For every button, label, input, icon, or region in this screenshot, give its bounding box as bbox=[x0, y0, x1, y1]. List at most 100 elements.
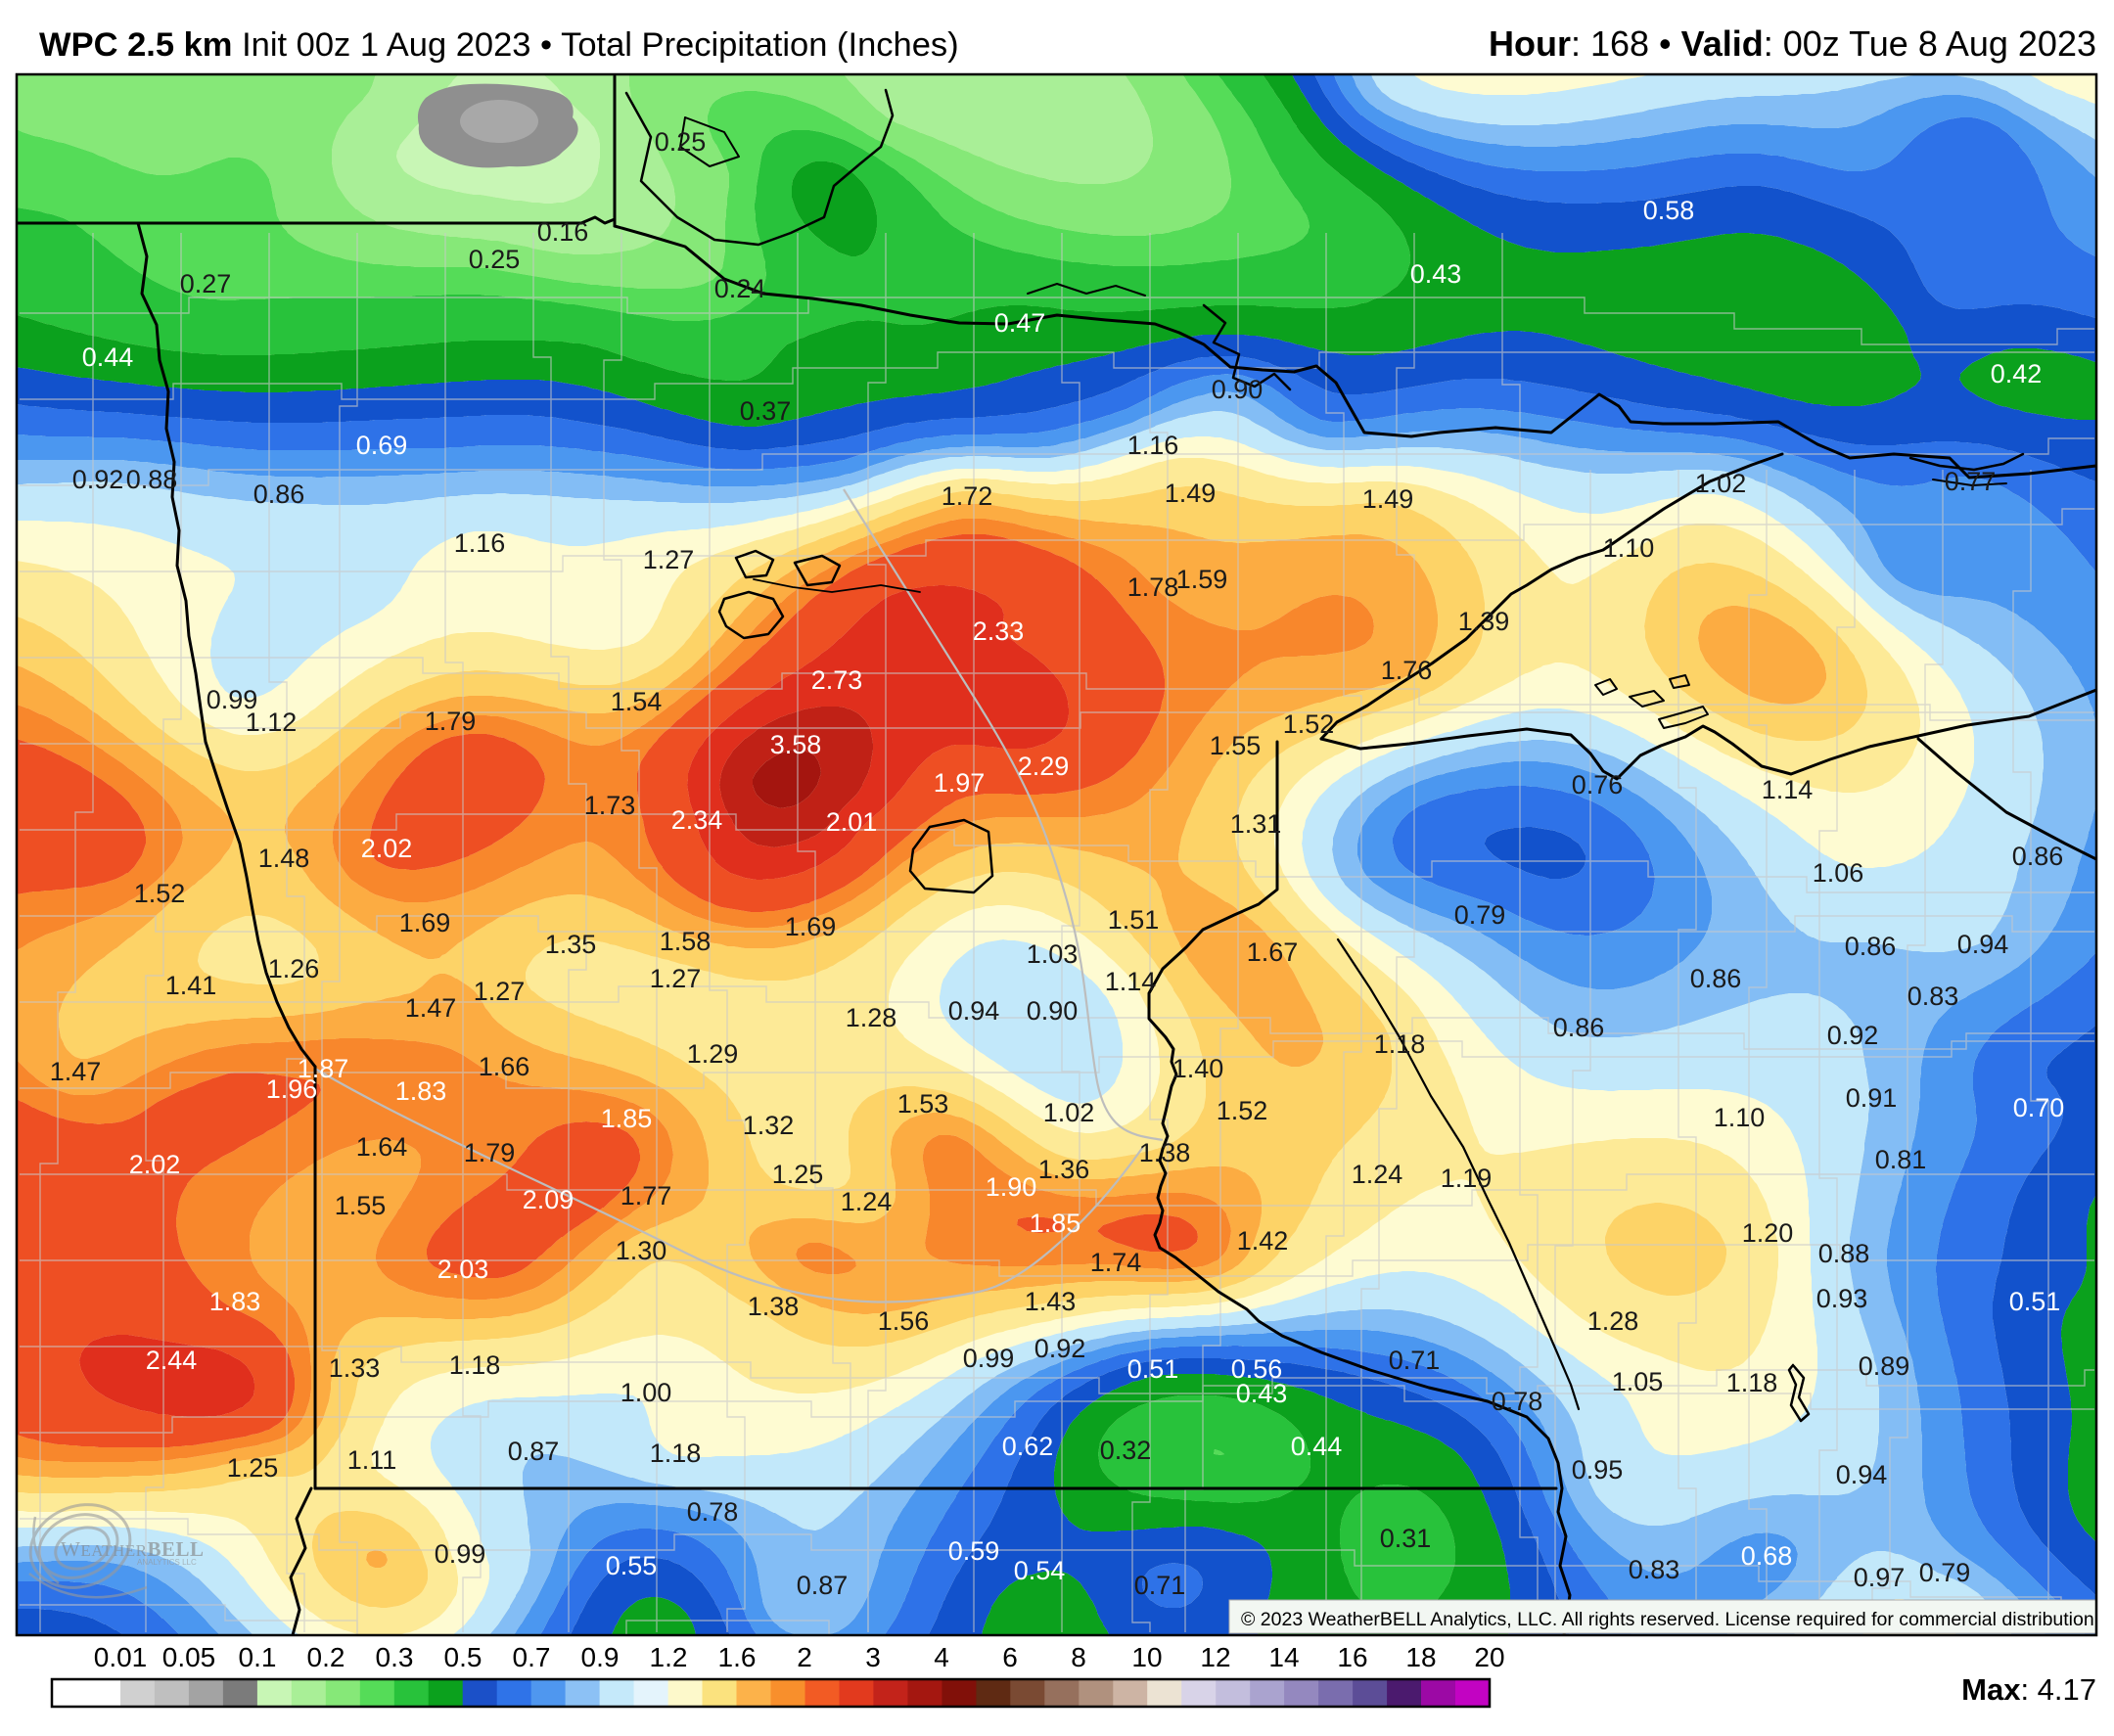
svg-text:0.79: 0.79 bbox=[1454, 900, 1506, 930]
svg-text:1.49: 1.49 bbox=[1362, 484, 1414, 514]
svg-text:1.24: 1.24 bbox=[1352, 1160, 1403, 1189]
svg-text:1.25: 1.25 bbox=[227, 1453, 279, 1483]
svg-text:1.54: 1.54 bbox=[611, 687, 663, 716]
svg-text:6: 6 bbox=[1002, 1642, 1018, 1672]
svg-text:0.94: 0.94 bbox=[1957, 930, 2009, 959]
svg-text:0.42: 0.42 bbox=[1991, 359, 2043, 388]
svg-text:0.88: 0.88 bbox=[126, 465, 178, 494]
svg-text:2: 2 bbox=[797, 1642, 812, 1672]
svg-text:1.51: 1.51 bbox=[1108, 905, 1160, 935]
svg-text:1.05: 1.05 bbox=[1612, 1367, 1664, 1396]
svg-text:0.92: 0.92 bbox=[72, 465, 124, 494]
svg-text:0.89: 0.89 bbox=[1859, 1351, 1910, 1381]
svg-text:0.44: 0.44 bbox=[1291, 1432, 1343, 1461]
svg-text:0.37: 0.37 bbox=[740, 396, 792, 426]
svg-text:10: 10 bbox=[1131, 1642, 1162, 1672]
svg-text:0.95: 0.95 bbox=[1572, 1455, 1624, 1485]
svg-text:0.87: 0.87 bbox=[797, 1571, 849, 1600]
svg-text:4: 4 bbox=[934, 1642, 949, 1672]
svg-text:8: 8 bbox=[1071, 1642, 1086, 1672]
svg-text:1.10: 1.10 bbox=[1714, 1103, 1766, 1132]
svg-text:0.86: 0.86 bbox=[253, 480, 305, 509]
svg-text:1.52: 1.52 bbox=[134, 879, 186, 908]
svg-text:1.00: 1.00 bbox=[620, 1378, 672, 1407]
svg-text:1.14: 1.14 bbox=[1105, 967, 1157, 996]
svg-text:1.35: 1.35 bbox=[545, 930, 597, 959]
svg-text:1.20: 1.20 bbox=[1742, 1218, 1794, 1248]
svg-text:1.72: 1.72 bbox=[942, 481, 993, 511]
svg-text:1.48: 1.48 bbox=[258, 844, 310, 873]
svg-text:0.31: 0.31 bbox=[1380, 1524, 1432, 1553]
svg-text:1.69: 1.69 bbox=[785, 912, 837, 941]
svg-text:1.40: 1.40 bbox=[1172, 1054, 1224, 1083]
svg-text:2.03: 2.03 bbox=[437, 1255, 489, 1284]
svg-text:© 2023 WeatherBELL Analytics,: © 2023 WeatherBELL Analytics, LLC. All r… bbox=[1241, 1609, 2099, 1630]
svg-text:2.34: 2.34 bbox=[671, 805, 723, 835]
svg-text:1.69: 1.69 bbox=[399, 908, 451, 937]
svg-text:0.43: 0.43 bbox=[1410, 259, 1462, 289]
svg-text:1.25: 1.25 bbox=[772, 1160, 824, 1189]
svg-text:14: 14 bbox=[1268, 1642, 1299, 1672]
svg-text:0.2: 0.2 bbox=[307, 1642, 345, 1672]
svg-text:2.09: 2.09 bbox=[523, 1185, 574, 1214]
svg-text:0.25: 0.25 bbox=[469, 245, 521, 274]
svg-text:0.99: 0.99 bbox=[963, 1344, 1015, 1373]
svg-text:0.68: 0.68 bbox=[1741, 1541, 1793, 1571]
svg-text:0.94: 0.94 bbox=[948, 996, 1000, 1026]
svg-text:0.92: 0.92 bbox=[1034, 1334, 1086, 1363]
svg-text:0.81: 0.81 bbox=[1875, 1145, 1927, 1174]
svg-text:3: 3 bbox=[865, 1642, 881, 1672]
svg-text:0.90: 0.90 bbox=[1212, 375, 1264, 404]
svg-text:1.32: 1.32 bbox=[743, 1111, 795, 1140]
svg-text:0.1: 0.1 bbox=[239, 1642, 277, 1672]
svg-text:0.71: 0.71 bbox=[1134, 1571, 1186, 1600]
svg-text:1.73: 1.73 bbox=[584, 791, 636, 820]
svg-text:1.29: 1.29 bbox=[687, 1039, 739, 1069]
svg-text:1.90: 1.90 bbox=[986, 1172, 1037, 1202]
svg-text:0.01: 0.01 bbox=[94, 1642, 148, 1672]
svg-text:2.73: 2.73 bbox=[811, 665, 863, 695]
svg-text:1.28: 1.28 bbox=[1587, 1306, 1639, 1336]
svg-text:0.05: 0.05 bbox=[162, 1642, 216, 1672]
svg-text:0.99: 0.99 bbox=[207, 685, 258, 714]
svg-text:1.47: 1.47 bbox=[405, 993, 457, 1023]
svg-text:1.30: 1.30 bbox=[616, 1236, 667, 1265]
svg-text:1.77: 1.77 bbox=[620, 1181, 672, 1211]
svg-text:1.96: 1.96 bbox=[266, 1074, 318, 1104]
svg-text:20: 20 bbox=[1474, 1642, 1504, 1672]
svg-text:1.67: 1.67 bbox=[1247, 937, 1299, 967]
svg-text:1.41: 1.41 bbox=[165, 971, 217, 1000]
svg-text:1.53: 1.53 bbox=[897, 1089, 949, 1119]
svg-text:0.43: 0.43 bbox=[1236, 1379, 1288, 1408]
svg-text:0.78: 0.78 bbox=[687, 1497, 739, 1527]
svg-text:2.02: 2.02 bbox=[129, 1150, 181, 1179]
svg-text:1.11: 1.11 bbox=[347, 1445, 397, 1475]
svg-text:1.87: 1.87 bbox=[298, 1054, 349, 1083]
svg-text:1.76: 1.76 bbox=[1381, 656, 1433, 685]
svg-text:2.29: 2.29 bbox=[1018, 752, 1070, 781]
svg-text:1.16: 1.16 bbox=[1127, 431, 1179, 460]
svg-text:1.55: 1.55 bbox=[1210, 731, 1262, 760]
svg-text:Max: 4.17: Max: 4.17 bbox=[1961, 1672, 2096, 1707]
svg-text:1.97: 1.97 bbox=[934, 768, 986, 798]
svg-text:1.18: 1.18 bbox=[1726, 1368, 1778, 1397]
svg-text:1.59: 1.59 bbox=[1176, 565, 1228, 594]
svg-text:1.58: 1.58 bbox=[660, 927, 712, 956]
svg-text:0.5: 0.5 bbox=[444, 1642, 483, 1672]
svg-text:0.86: 0.86 bbox=[1845, 932, 1897, 961]
svg-text:1.74: 1.74 bbox=[1090, 1248, 1142, 1277]
svg-text:0.44: 0.44 bbox=[82, 343, 134, 372]
svg-text:0.90: 0.90 bbox=[1027, 996, 1079, 1026]
svg-text:0.24: 0.24 bbox=[714, 274, 766, 303]
svg-text:16: 16 bbox=[1337, 1642, 1367, 1672]
svg-text:1.36: 1.36 bbox=[1038, 1155, 1090, 1184]
svg-text:0.99: 0.99 bbox=[435, 1539, 486, 1569]
svg-text:1.79: 1.79 bbox=[425, 707, 477, 736]
svg-text:1.52: 1.52 bbox=[1217, 1096, 1268, 1125]
svg-text:0.86: 0.86 bbox=[1690, 964, 1742, 993]
svg-text:0.70: 0.70 bbox=[2013, 1093, 2065, 1122]
svg-text:0.87: 0.87 bbox=[508, 1437, 560, 1466]
svg-text:1.83: 1.83 bbox=[395, 1076, 447, 1106]
svg-text:1.79: 1.79 bbox=[464, 1138, 516, 1167]
svg-text:1.56: 1.56 bbox=[878, 1306, 930, 1336]
